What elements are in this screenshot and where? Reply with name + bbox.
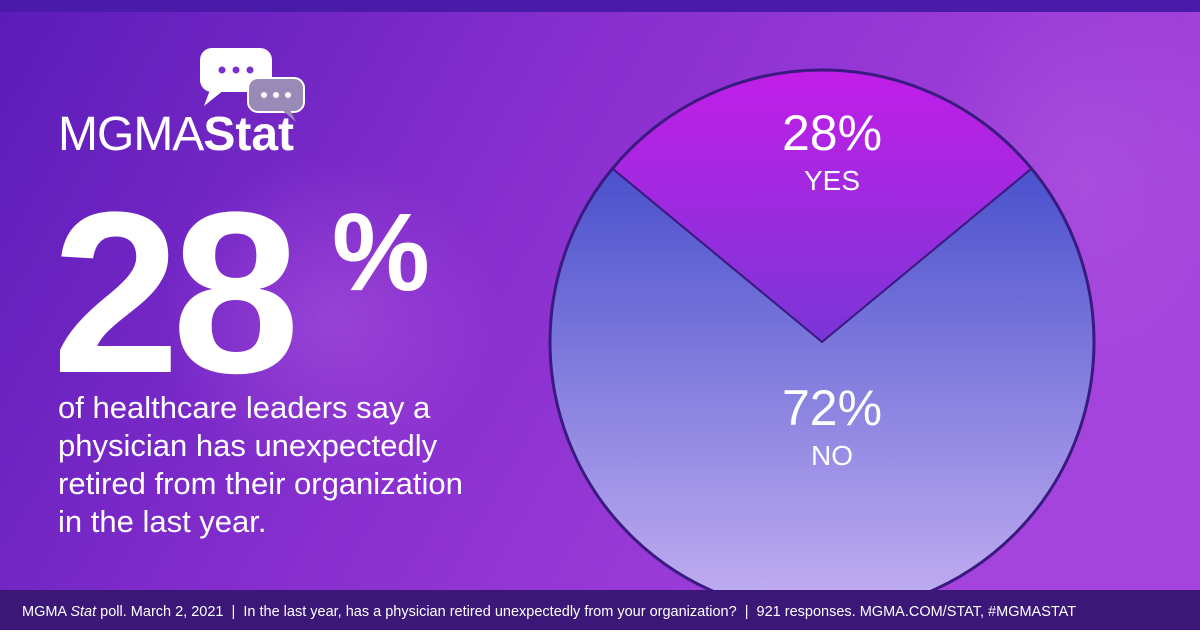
- value-label: 72%: [782, 380, 882, 436]
- description-line: in the last year.: [58, 504, 267, 539]
- pie-chart: 28% YES 72% NO: [548, 68, 1096, 616]
- footer-text: MGMA: [22, 604, 70, 620]
- description-line: of healthcare leaders say a: [58, 390, 431, 425]
- logo-bold: Stat: [203, 108, 294, 161]
- headline-number: 28: [52, 164, 293, 421]
- logo-light: MGMA: [58, 108, 204, 161]
- top-bar: [0, 0, 1200, 12]
- value-label: 28%: [782, 105, 882, 161]
- footer-text: Stat: [70, 604, 97, 620]
- decor: [160, 160, 500, 480]
- category-label: YES: [804, 165, 860, 196]
- description-line: retired from their organization: [58, 466, 463, 501]
- footer: MGMA Stat poll. March 2, 2021 | In the l…: [22, 604, 1076, 620]
- logo: MGMAStat: [58, 108, 294, 161]
- footer-text: poll. March 2, 2021 | In the last year, …: [96, 604, 1076, 620]
- logo-icon: [200, 48, 305, 122]
- headline-symbol: %: [332, 191, 430, 314]
- category-label: NO: [811, 440, 853, 471]
- footer-bar: [0, 590, 1200, 630]
- description-line: physician has unexpectedly: [58, 428, 438, 463]
